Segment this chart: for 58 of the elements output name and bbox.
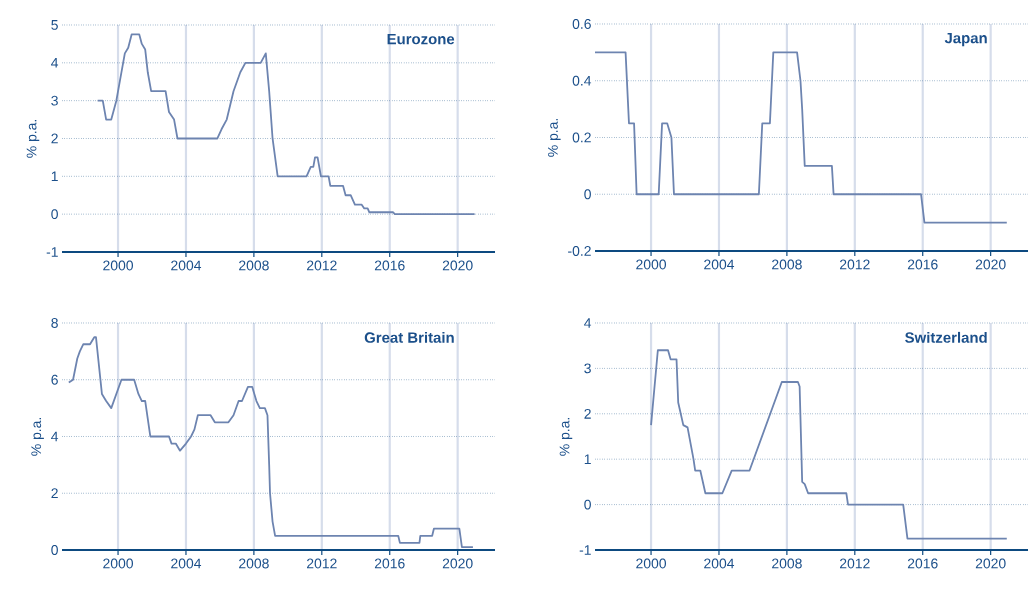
y-tick-label: 3 <box>51 95 58 106</box>
line-series <box>96 33 476 216</box>
y-tick-label: 0 <box>51 209 58 220</box>
y-tick-label: -1 <box>579 545 591 555</box>
y-axis-title: % p.a. <box>548 119 561 157</box>
y-tick-label: 2 <box>584 408 591 419</box>
x-tick-label: 2020 <box>975 558 1006 569</box>
y-tick-label: 0 <box>584 499 591 510</box>
x-tick-label: 2000 <box>636 558 667 569</box>
line-series <box>650 349 1008 540</box>
x-tick-label: 2008 <box>239 558 269 569</box>
text: Japan <box>944 32 987 47</box>
x-tick-label: 2020 <box>975 259 1006 270</box>
y-axis-title: % p.a. <box>26 120 40 158</box>
y-tick-label: 4 <box>51 58 59 68</box>
y-tick-label: 2 <box>51 133 58 144</box>
y-tick-label: 0 <box>51 545 58 555</box>
x-tick-label: 2016 <box>374 558 405 569</box>
y-tick-label: 0.2 <box>572 132 591 143</box>
x-tick-label: 2016 <box>907 259 938 270</box>
y-tick-label: 1 <box>51 171 58 182</box>
x-tick-label: 2020 <box>442 260 473 271</box>
y-tick-label: 6 <box>51 374 58 385</box>
x-tick-label: 2004 <box>704 259 735 270</box>
chart-title: Great Britain <box>364 331 454 343</box>
y-axis-title: % p.a. <box>31 418 44 456</box>
y-tick-label: -1 <box>46 247 58 257</box>
y-tick-label: 3 <box>584 363 591 374</box>
x-tick-label: 2000 <box>103 558 134 569</box>
x-tick-label: 2004 <box>704 558 735 569</box>
x-tick-label: 2008 <box>239 260 269 271</box>
x-tick-label: 2000 <box>636 259 667 270</box>
y-tick-label: 4 <box>584 318 592 328</box>
chart-title: Switzerland <box>905 331 987 343</box>
y-axis-title: % p.a. <box>559 418 573 456</box>
y-tick-label: 1 <box>584 454 591 464</box>
x-tick-label: 2012 <box>307 260 337 271</box>
y-tick-label: 0 <box>584 189 591 200</box>
y-tick-label: 4 <box>51 431 59 442</box>
x-tick-label: 2016 <box>374 260 405 271</box>
x-tick-label: 2000 <box>103 260 134 271</box>
line-series <box>594 51 1008 224</box>
y-tick-label: -0.2 <box>568 246 591 256</box>
chart-title: Eurozone <box>387 33 455 45</box>
x-tick-label: 2012 <box>307 558 337 569</box>
x-tick-label: 2012 <box>840 558 870 569</box>
x-tick-label: 2008 <box>772 259 802 270</box>
x-tick-label: 2004 <box>171 260 202 271</box>
y-tick-label: 0.4 <box>572 75 592 86</box>
x-tick-label: 2008 <box>772 558 802 569</box>
y-tick-label: 5 <box>51 20 58 30</box>
x-tick-label: 2020 <box>442 558 473 569</box>
x-tick-label: 2016 <box>907 558 938 569</box>
x-tick-label: 2004 <box>171 558 202 569</box>
y-tick-label: 0.6 <box>572 19 591 29</box>
y-tick-label: 8 <box>51 318 58 328</box>
y-tick-label: 2 <box>51 488 58 499</box>
x-tick-label: 2012 <box>840 259 870 270</box>
